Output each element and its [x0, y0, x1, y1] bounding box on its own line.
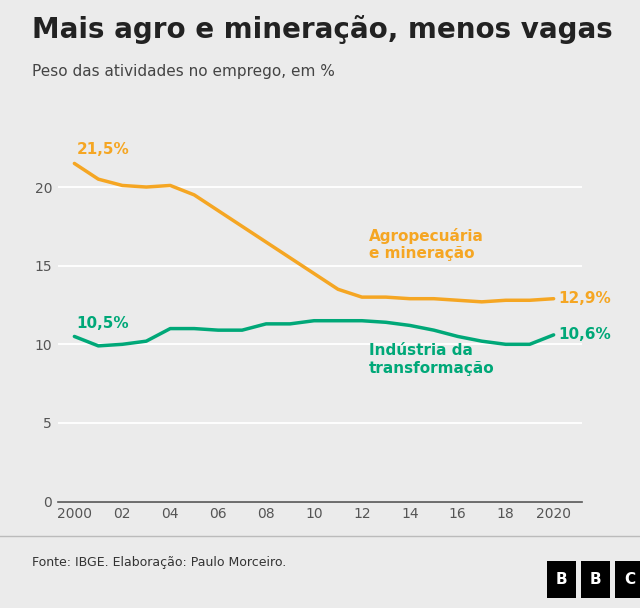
Text: B: B	[556, 572, 568, 587]
Text: C: C	[624, 572, 635, 587]
Text: Mais agro e mineração, menos vagas: Mais agro e mineração, menos vagas	[32, 15, 612, 44]
Text: B: B	[589, 572, 602, 587]
Text: 12,9%: 12,9%	[559, 291, 611, 306]
Text: Peso das atividades no emprego, em %: Peso das atividades no emprego, em %	[32, 64, 335, 79]
Text: 10,6%: 10,6%	[559, 327, 611, 342]
Text: Indústria da
transformação: Indústria da transformação	[369, 344, 495, 376]
Text: Agropecuária
e mineração: Agropecuária e mineração	[369, 227, 484, 261]
Text: 21,5%: 21,5%	[77, 142, 129, 157]
Text: 10,5%: 10,5%	[77, 316, 129, 331]
Text: Fonte: IBGE. Elaboração: Paulo Morceiro.: Fonte: IBGE. Elaboração: Paulo Morceiro.	[32, 556, 286, 569]
